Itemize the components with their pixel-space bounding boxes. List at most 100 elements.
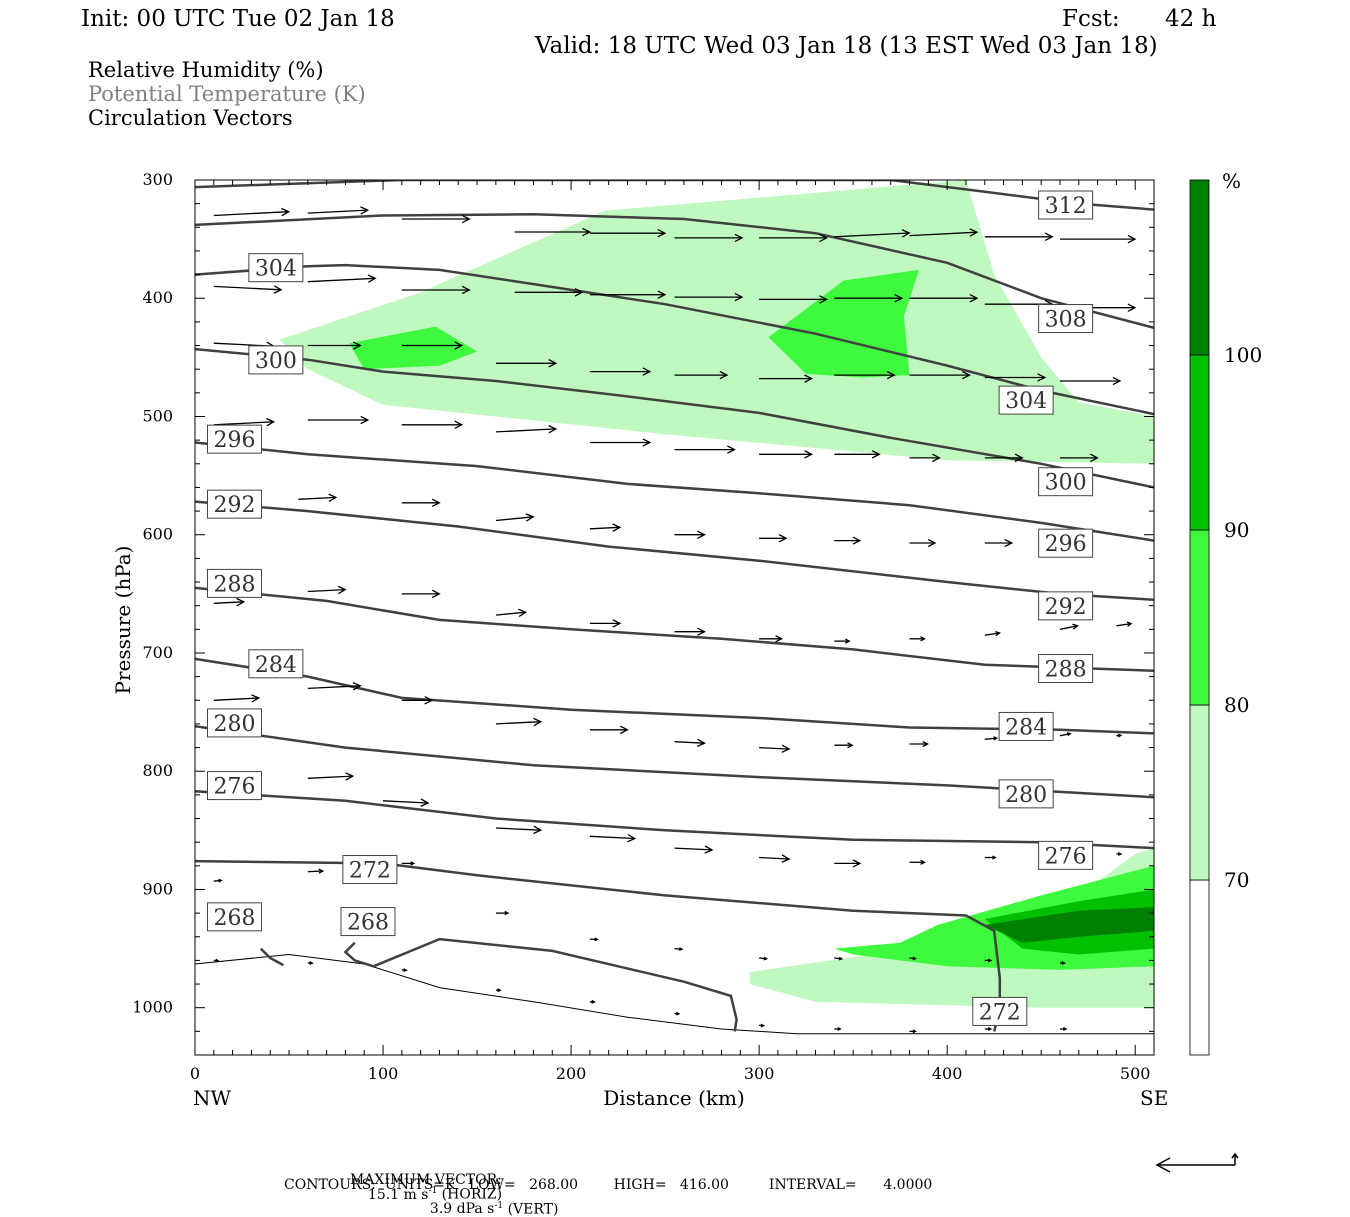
theta-contour-292-8 [195, 502, 1154, 600]
vector-arrow-34 [308, 416, 368, 423]
x-tick-label-100: 100 [368, 1064, 399, 1083]
theta-label-text: 272 [979, 1000, 1021, 1025]
theta-label-text: 268 [347, 911, 389, 936]
vector-arrow-92 [402, 862, 414, 865]
y-tick-label-1000: 1000 [132, 998, 173, 1017]
vector-arrow-65 [1116, 622, 1131, 626]
vector-arrow-64 [1060, 624, 1078, 629]
vector-shaft [214, 212, 289, 216]
vector-arrow-72 [759, 745, 789, 752]
colorbar-band-4 [1190, 180, 1209, 355]
vector-arrow-107 [759, 1024, 764, 1027]
colorbar-label-100: 100 [1224, 343, 1262, 367]
vector-arrow-61 [834, 639, 849, 643]
theta-label-276-16: 276 [207, 772, 261, 800]
vector-arrow-63 [985, 632, 1000, 636]
vector-arrow-12 [308, 275, 375, 282]
vector-arrow-38 [675, 446, 735, 453]
vector-arrow-44 [298, 494, 336, 501]
colorbar-label-70: 70 [1224, 868, 1249, 892]
vector-arrow-32 [1060, 377, 1120, 384]
y-tick-label-300: 300 [142, 170, 173, 189]
theta-label-text: 284 [255, 653, 297, 678]
vector-shaft [214, 422, 274, 425]
vector-arrow-46 [496, 514, 533, 521]
vector-arrow-94 [590, 938, 598, 941]
vector-arrow-36 [496, 426, 556, 433]
vector-arrow-108 [834, 1028, 840, 1031]
vector-shaft [308, 776, 353, 778]
x-axis-title: Distance (km) [603, 1086, 745, 1110]
vector-arrow-89 [1116, 853, 1121, 856]
theta-label-text: 300 [255, 349, 297, 374]
vector-shaft [759, 748, 789, 750]
vector-arrow-111 [1060, 1028, 1066, 1031]
theta-label-288-11: 288 [1039, 655, 1093, 683]
theta-contour-268-21 [345, 939, 736, 1031]
vector-arrow-77 [1116, 734, 1121, 737]
theta-label-text: 268 [213, 906, 255, 931]
theta-label-272-19: 272 [973, 997, 1027, 1025]
x-end-label-right: SE [1140, 1086, 1168, 1110]
vector-arrow-82 [590, 835, 635, 842]
vector-shaft [675, 742, 705, 744]
y-tick-label-400: 400 [142, 288, 173, 307]
vector-arrow-0 [214, 209, 289, 216]
vector-shaft [759, 858, 789, 860]
vector-arrow-109 [910, 1030, 916, 1033]
theta-label-280-15: 280 [999, 780, 1053, 808]
vector-arrow-104 [496, 989, 500, 992]
theta-label-276-17: 276 [1039, 841, 1093, 869]
vector-arrow-55 [308, 586, 346, 593]
theta-label-text: 288 [213, 572, 255, 597]
theta-label-text: 280 [213, 712, 255, 737]
vector-arrow-39 [759, 451, 812, 458]
theta-label-308-1: 308 [1039, 305, 1093, 333]
vector-arrow-10 [1060, 236, 1135, 243]
x-end-label-left: NW [193, 1086, 232, 1110]
vector-arrow-59 [675, 628, 705, 635]
theta-label-text: 280 [1005, 783, 1047, 808]
theta-label-300-5: 300 [1039, 468, 1093, 496]
vector-arrow-45 [402, 499, 440, 506]
vector-arrow-105 [590, 1001, 595, 1004]
vector-arrow-56 [402, 590, 440, 597]
vector-arrow-51 [910, 540, 936, 547]
theta-label-296-7: 296 [1039, 529, 1093, 557]
vector-arrow-69 [496, 718, 541, 725]
vector-arrow-50 [834, 537, 860, 544]
theta-label-312-0: 312 [1039, 191, 1093, 219]
theta-label-300-4: 300 [249, 346, 303, 374]
vector-arrow-58 [590, 620, 620, 627]
vector-arrow-90 [214, 879, 222, 882]
max-vector-icon [1157, 1154, 1238, 1172]
vector-arrow-83 [675, 846, 713, 853]
theta-label-text: 304 [255, 257, 297, 282]
vector-shaft [496, 828, 541, 830]
vector-shaft [214, 698, 259, 700]
vector-shaft [675, 848, 713, 850]
vector-shaft [308, 590, 346, 592]
vector-arrow-74 [910, 742, 928, 747]
theta-label-288-10: 288 [207, 569, 261, 597]
colorbar-band-3 [1190, 355, 1209, 530]
vector-arrow-86 [910, 860, 925, 864]
vector-arrow-35 [402, 421, 462, 428]
theta-contour-288-10 [195, 588, 1154, 671]
vector-shaft [590, 836, 635, 838]
theta-label-text: 288 [1045, 658, 1087, 683]
vector-arrow-93 [496, 912, 508, 915]
theta-label-268-20: 268 [207, 903, 261, 931]
vector-arrow-1 [308, 207, 368, 214]
vector-arrow-37 [590, 439, 650, 446]
vector-arrow-47 [590, 524, 620, 531]
vector-arrow-87 [985, 856, 996, 859]
vector-arrow-96 [759, 957, 767, 960]
y-tick-label-600: 600 [142, 525, 173, 544]
x-tick-label-400: 400 [932, 1064, 963, 1083]
vector-arrow-110 [985, 1028, 991, 1031]
theta-label-296-6: 296 [207, 425, 261, 453]
theta-label-text: 284 [1005, 715, 1047, 740]
y-tick-label-800: 800 [142, 761, 173, 780]
colorbar-label-90: 90 [1224, 518, 1249, 542]
